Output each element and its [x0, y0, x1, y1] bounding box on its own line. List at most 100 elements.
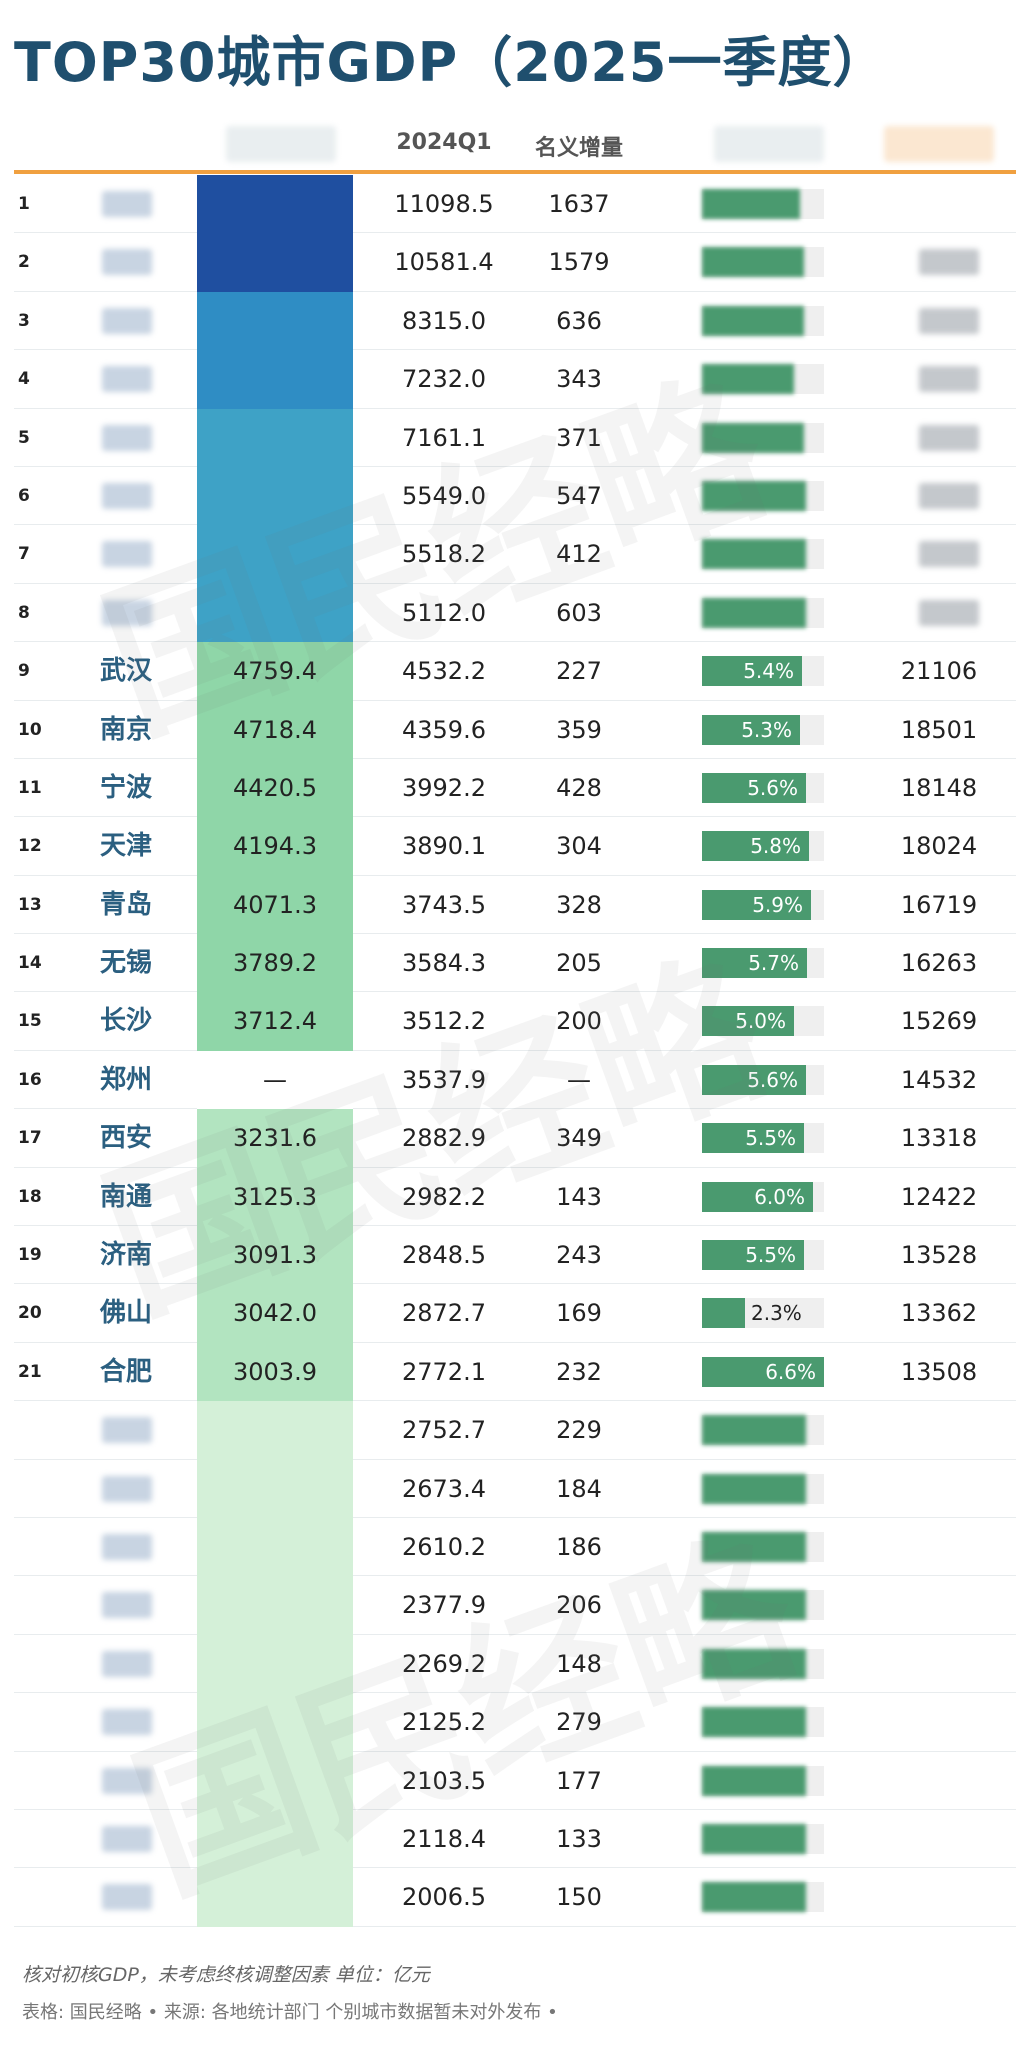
- table-row: 15 长沙 3712.4 3512.2 200 5.0% 15269: [14, 992, 1016, 1051]
- gdp-2025q1-cell: 4071.3: [233, 890, 317, 919]
- footnote: 核对初核GDP，未考虑终核调整因素 单位：亿元: [22, 1964, 430, 1986]
- gdp-heat-cell: [197, 233, 353, 292]
- gdp-2024q1-cell: 3512.2: [402, 1007, 486, 1036]
- extra-value-cell: 13528: [900, 1241, 978, 1270]
- growth-bar: [702, 714, 800, 745]
- table-row: 2377.9 206: [14, 1576, 1016, 1635]
- table-row: 12 天津 4194.3 3890.1 304 5.8% 18024: [14, 817, 1016, 876]
- blurred-city: [102, 1709, 152, 1736]
- blurred-city: [102, 1650, 152, 1677]
- gdp-heat-cell: [197, 1050, 353, 1110]
- gdp-2024q1-cell: 2982.2: [402, 1182, 486, 1211]
- table-row: 1 11098.5 1637: [14, 175, 1016, 234]
- increase-cell: 229: [556, 1416, 602, 1445]
- blurred-city: [102, 482, 152, 509]
- gdp-2024q1-cell: 2772.1: [402, 1357, 486, 1386]
- growth-label: 5.3%: [741, 717, 792, 742]
- rank-cell: 20: [18, 1303, 42, 1324]
- gdp-heat-cell: [197, 408, 353, 467]
- growth-bar: [702, 1473, 806, 1504]
- extra-value-cell: 15269: [900, 1007, 978, 1036]
- table-body: 1 11098.5 1637 2 10581.4 1579 3 8315.0 636 4 7232.…: [14, 175, 1016, 1927]
- gdp-2024q1-cell: 2118.4: [402, 1824, 486, 1853]
- gdp-heat-cell: [197, 1693, 353, 1752]
- increase-cell: 636: [556, 306, 602, 335]
- table-row: 16 郑州 — 3537.9 — 5.6% 14532: [14, 1050, 1016, 1110]
- increase-cell: 243: [556, 1241, 602, 1270]
- growth-bar: [702, 1240, 804, 1271]
- growth-cell: 5.5%: [702, 1109, 832, 1167]
- growth-cell: [702, 409, 832, 467]
- growth-bar: [702, 948, 807, 979]
- blurred-extra: [919, 424, 979, 451]
- growth-bar: [702, 889, 811, 920]
- gdp-heat-cell: [197, 642, 353, 701]
- city-cell: 长沙: [100, 1006, 153, 1037]
- gdp-heat-cell: [197, 1342, 353, 1402]
- growth-cell: [702, 175, 832, 233]
- increase-cell: 184: [556, 1474, 602, 1503]
- rank-cell: [18, 1635, 58, 1693]
- blurred-extra: [919, 307, 979, 334]
- table-row: 5 7161.1 371: [14, 408, 1016, 467]
- table-row: 7 5518.2 412: [14, 525, 1016, 584]
- growth-cell: [702, 233, 832, 291]
- growth-cell: 5.4%: [702, 642, 832, 700]
- growth-bar: [702, 1882, 806, 1913]
- gdp-2024q1-cell: 8315.0: [402, 306, 486, 335]
- growth-label: 5.7%: [748, 951, 799, 976]
- growth-bar: [702, 1298, 745, 1329]
- gdp-heat-cell: [197, 466, 353, 526]
- gdp-heat-cell: [197, 291, 353, 351]
- gdp-2025q1-cell: —: [263, 1065, 287, 1094]
- increase-cell: 177: [556, 1766, 602, 1795]
- table-row: 18 南通 3125.3 2982.2 143 6.0% 12422: [14, 1167, 1016, 1227]
- rank-cell: 2: [18, 252, 30, 273]
- increase-cell: 343: [556, 365, 602, 394]
- gdp-heat-cell: [197, 583, 353, 643]
- gdp-2025q1-cell: 3042.0: [233, 1299, 317, 1328]
- growth-bar: [702, 1765, 806, 1796]
- extra-value-cell: 14532: [900, 1065, 978, 1094]
- increase-cell: 133: [556, 1824, 602, 1853]
- growth-bar: [702, 305, 804, 336]
- growth-cell: 5.9%: [702, 876, 832, 934]
- growth-cell: [702, 525, 832, 583]
- blurred-city: [102, 249, 152, 276]
- increase-cell: 150: [556, 1883, 602, 1912]
- rank-cell: [18, 1868, 58, 1926]
- blurred-extra: [919, 249, 979, 276]
- gdp-2024q1-cell: 3992.2: [402, 773, 486, 802]
- growth-cell: 6.0%: [702, 1168, 832, 1226]
- gdp-heat-cell: [197, 175, 353, 234]
- blurred-city: [102, 1417, 152, 1444]
- gdp-2024q1-cell: 7232.0: [402, 365, 486, 394]
- gdp-2024q1-cell: 2269.2: [402, 1649, 486, 1678]
- growth-cell: [702, 1576, 832, 1634]
- growth-bar: [702, 364, 794, 395]
- city-cell: 合肥: [100, 1356, 153, 1387]
- gdp-2024q1-cell: 5518.2: [402, 540, 486, 569]
- growth-cell: 6.6%: [702, 1343, 832, 1401]
- gdp-2024q1-cell: 2103.5: [402, 1766, 486, 1795]
- blurred-extra: [919, 599, 979, 626]
- header-increase: 名义增量: [534, 136, 623, 161]
- growth-label: 5.8%: [750, 834, 801, 859]
- extra-value-cell: 13362: [900, 1299, 978, 1328]
- table-row: 2673.4 184: [14, 1459, 1016, 1518]
- growth-cell: 5.0%: [702, 992, 832, 1050]
- growth-bar: [702, 1415, 806, 1446]
- gdp-heat-cell: [197, 1401, 353, 1460]
- rank-cell: [18, 1518, 58, 1576]
- growth-cell: [702, 584, 832, 642]
- gdp-heat-cell: [197, 992, 353, 1051]
- rank-cell: 4: [18, 369, 30, 390]
- growth-bar: [702, 422, 804, 453]
- gdp-2024q1-cell: 3537.9: [402, 1065, 486, 1094]
- table-row: 21 合肥 3003.9 2772.1 232 6.6% 13508: [14, 1342, 1016, 1402]
- growth-cell: [702, 1752, 832, 1810]
- gdp-2024q1-cell: 2610.2: [402, 1532, 486, 1561]
- rank-cell: 18: [18, 1186, 42, 1207]
- blurred-city: [102, 1767, 152, 1794]
- rank-cell: 19: [18, 1245, 42, 1266]
